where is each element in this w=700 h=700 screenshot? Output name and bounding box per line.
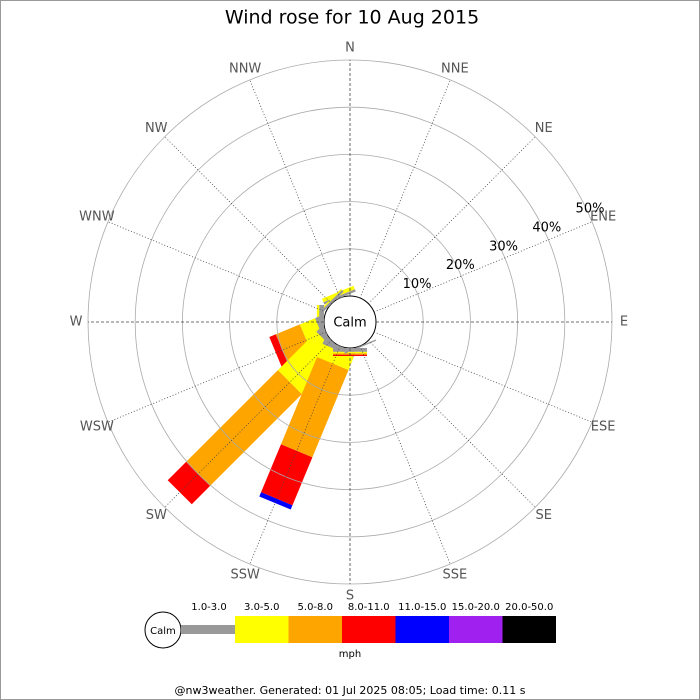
radial-tick-label: 40% xyxy=(532,220,561,235)
legend-swatch xyxy=(395,616,449,643)
spoke xyxy=(107,221,327,313)
legend-swatch xyxy=(235,616,289,643)
spoke xyxy=(249,345,341,565)
spoke xyxy=(164,340,332,508)
spoke xyxy=(249,79,341,299)
legend-calm: Calm xyxy=(150,626,176,637)
direction-label: NE xyxy=(535,121,553,136)
direction-label: SSW xyxy=(230,568,260,583)
legend-label: 3.0-5.0 xyxy=(244,602,279,613)
direction-label: NW xyxy=(145,121,168,136)
direction-label: ENE xyxy=(590,210,616,225)
chart-title: Wind rose for 10 Aug 2015 xyxy=(225,7,479,29)
legend-swatch xyxy=(502,616,556,643)
bar-segment xyxy=(259,492,293,510)
spoke xyxy=(368,136,536,304)
spoke xyxy=(373,331,593,423)
legend-label: 5.0-8.0 xyxy=(298,602,333,613)
bar-segment xyxy=(261,444,313,506)
footer: @nw3weather. Generated: 01 Jul 2025 08:0… xyxy=(175,684,526,697)
direction-label: S xyxy=(346,589,354,604)
spoke xyxy=(368,340,536,508)
bar-segment xyxy=(317,343,354,370)
spoke xyxy=(107,331,327,423)
legend-unit: mph xyxy=(339,649,361,660)
direction-label: WNW xyxy=(79,210,115,225)
grid-ring xyxy=(134,106,566,538)
spoke xyxy=(164,136,332,304)
legend-label: 11.0-15.0 xyxy=(398,602,446,613)
direction-label: NNW xyxy=(229,61,261,76)
legend-swatch xyxy=(449,616,503,643)
legend-label: 15.0-20.0 xyxy=(452,602,500,613)
legend-label: 8.0-11.0 xyxy=(348,602,390,613)
legend-swatch xyxy=(288,616,342,643)
bar-segment xyxy=(317,289,344,316)
direction-label: NNE xyxy=(441,61,469,76)
radial-tick-label: 30% xyxy=(489,239,518,254)
direction-label: SSE xyxy=(442,568,467,583)
legend-swatch xyxy=(342,616,396,643)
spoke xyxy=(359,79,451,299)
radial-tick-label: 10% xyxy=(403,277,432,292)
bar-segment xyxy=(333,351,367,354)
bar-segment xyxy=(269,334,289,369)
direction-label: SE xyxy=(536,508,552,523)
grid: N NNE NE ENE E ESE SE SSE S SSW SW WSW W WNW NW NNW xyxy=(70,41,629,604)
calm-label: Calm xyxy=(333,316,366,331)
grid-ring xyxy=(229,201,471,443)
legend-label: 20.0-50.0 xyxy=(505,602,553,613)
direction-label: ESE xyxy=(591,419,616,434)
direction-label: WSW xyxy=(80,419,114,434)
spoke xyxy=(359,345,451,565)
direction-label: E xyxy=(620,315,628,330)
direction-label: N xyxy=(345,41,355,56)
legend-calm-bar xyxy=(181,625,235,634)
radial-tick-label: 50% xyxy=(576,201,605,216)
direction-label: SW xyxy=(146,508,167,523)
legend-label: 1.0-3.0 xyxy=(191,602,226,613)
radial-tick-label: 20% xyxy=(446,258,475,273)
direction-label: W xyxy=(70,315,83,330)
spoke xyxy=(373,221,593,313)
